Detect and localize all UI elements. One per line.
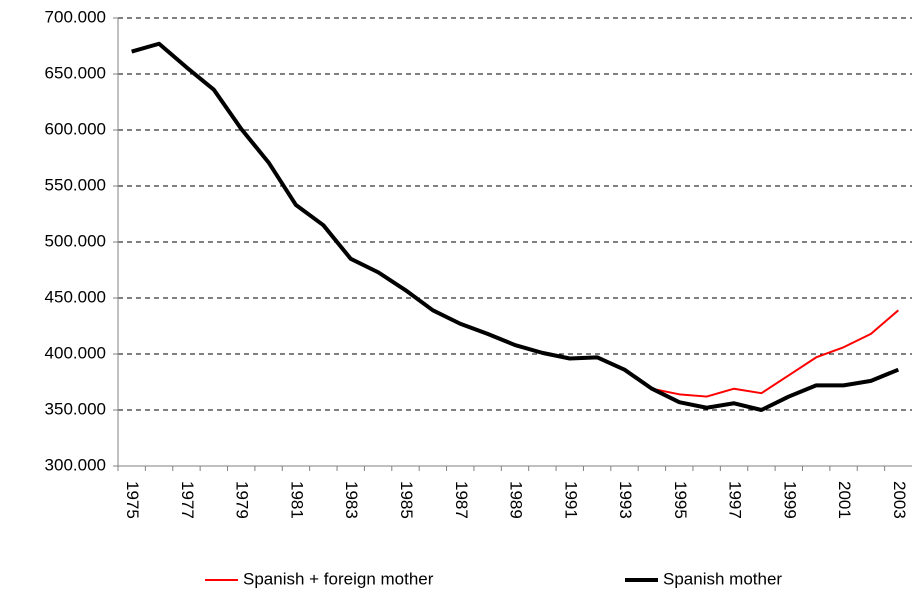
series-line bbox=[131, 41, 900, 412]
legend-label: Spanish + foreign mother bbox=[243, 569, 434, 588]
x-tick-label: 1995 bbox=[671, 481, 690, 519]
legend-label: Spanish mother bbox=[663, 569, 782, 588]
y-tick-label: 500.000 bbox=[45, 231, 106, 250]
x-tick-label: 2003 bbox=[890, 481, 909, 519]
x-tick-label: 1983 bbox=[342, 481, 361, 519]
y-tick-label: 650.000 bbox=[45, 63, 106, 82]
y-tick-label: 400.000 bbox=[45, 343, 106, 362]
y-tick-label: 600.000 bbox=[45, 119, 106, 138]
x-tick-label: 1991 bbox=[561, 481, 580, 519]
x-tick-label: 1997 bbox=[726, 481, 745, 519]
x-tick-label: 2001 bbox=[835, 481, 854, 519]
y-tick-label: 450.000 bbox=[45, 287, 106, 306]
x-tick-label: 1999 bbox=[780, 481, 799, 519]
x-tick-label: 1977 bbox=[178, 481, 197, 519]
y-tick-label: 700.000 bbox=[45, 7, 106, 26]
y-tick-label: 300.000 bbox=[45, 455, 106, 474]
x-tick-label: 1979 bbox=[233, 481, 252, 519]
x-tick-label: 1981 bbox=[287, 481, 306, 519]
x-tick-label: 1993 bbox=[616, 481, 635, 519]
x-tick-label: 1987 bbox=[452, 481, 471, 519]
x-tick-label: 1975 bbox=[123, 481, 142, 519]
x-tick-label: 1989 bbox=[507, 481, 526, 519]
y-tick-label: 550.000 bbox=[45, 175, 106, 194]
y-tick-label: 350.000 bbox=[45, 399, 106, 418]
x-tick-label: 1985 bbox=[397, 481, 416, 519]
